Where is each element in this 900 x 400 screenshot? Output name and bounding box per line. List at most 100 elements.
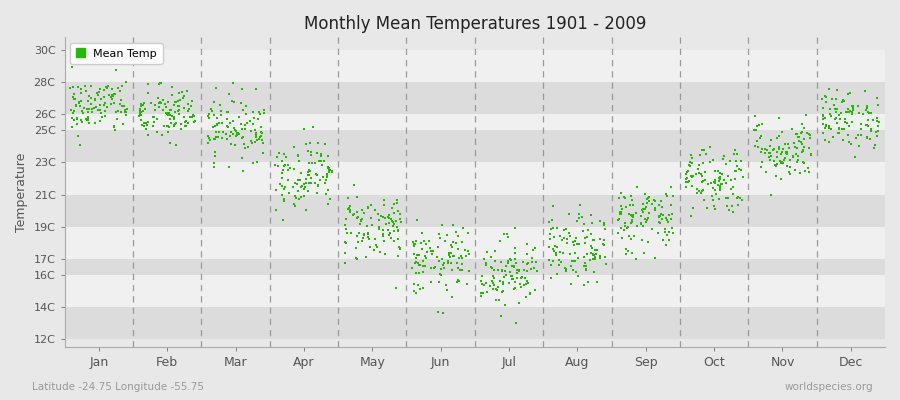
Point bbox=[815, 96, 830, 102]
Point bbox=[247, 115, 261, 121]
Point bbox=[568, 250, 582, 256]
Point bbox=[752, 134, 767, 141]
Point bbox=[391, 197, 405, 204]
Point bbox=[207, 136, 221, 142]
Point bbox=[579, 266, 593, 272]
Point bbox=[715, 181, 729, 187]
Point bbox=[462, 268, 476, 274]
Point bbox=[423, 264, 437, 271]
Point bbox=[461, 230, 475, 237]
Point bbox=[860, 134, 874, 140]
Point bbox=[248, 127, 262, 133]
Point bbox=[303, 148, 318, 155]
Point bbox=[161, 129, 176, 135]
Point bbox=[342, 203, 356, 209]
Point bbox=[116, 121, 130, 127]
Point bbox=[65, 115, 79, 121]
Point bbox=[706, 203, 721, 210]
Point bbox=[247, 120, 261, 127]
Point bbox=[692, 161, 706, 168]
Point bbox=[640, 217, 654, 224]
Point bbox=[713, 170, 727, 177]
Point bbox=[728, 147, 742, 153]
Point bbox=[201, 140, 215, 146]
Point bbox=[211, 134, 225, 140]
Point bbox=[169, 142, 184, 148]
Point bbox=[341, 206, 356, 212]
Point bbox=[560, 240, 574, 246]
Point bbox=[860, 108, 875, 115]
Point bbox=[520, 251, 535, 258]
Point bbox=[100, 85, 114, 91]
Point bbox=[302, 172, 317, 178]
Point bbox=[621, 224, 635, 231]
Point bbox=[789, 131, 804, 137]
Point bbox=[714, 181, 728, 188]
Point bbox=[688, 171, 703, 178]
Point bbox=[178, 123, 193, 129]
Point bbox=[589, 250, 603, 257]
Point bbox=[74, 98, 88, 104]
Point bbox=[488, 248, 502, 254]
Point bbox=[68, 91, 82, 97]
Point bbox=[819, 122, 833, 128]
Point bbox=[66, 94, 80, 100]
Point bbox=[499, 263, 513, 270]
Point bbox=[104, 94, 118, 101]
Point bbox=[72, 98, 86, 105]
Point bbox=[585, 244, 599, 251]
Point bbox=[636, 222, 651, 229]
Point bbox=[174, 126, 188, 132]
Point bbox=[748, 143, 762, 150]
Point bbox=[165, 92, 179, 99]
Point bbox=[386, 238, 400, 245]
Bar bbox=[65, 259, 885, 275]
Point bbox=[525, 259, 539, 266]
Point bbox=[642, 194, 656, 200]
Point bbox=[558, 264, 572, 271]
Point bbox=[618, 251, 633, 258]
Point bbox=[301, 148, 315, 154]
Point bbox=[275, 175, 290, 181]
Point bbox=[297, 181, 311, 188]
Point bbox=[292, 158, 306, 164]
Point bbox=[229, 128, 243, 134]
Point bbox=[828, 116, 842, 122]
Point bbox=[634, 220, 648, 226]
Point bbox=[67, 96, 81, 103]
Point bbox=[759, 169, 773, 175]
Point bbox=[162, 124, 176, 130]
Point bbox=[758, 146, 772, 152]
Point bbox=[357, 210, 372, 216]
Point bbox=[523, 290, 537, 296]
Point bbox=[870, 132, 885, 139]
Point bbox=[146, 123, 160, 130]
Point bbox=[697, 196, 711, 203]
Point bbox=[65, 124, 79, 130]
Point bbox=[479, 262, 493, 268]
Point bbox=[615, 206, 629, 212]
Point bbox=[544, 226, 558, 232]
Point bbox=[698, 147, 712, 153]
Point bbox=[851, 110, 866, 116]
Point bbox=[494, 268, 508, 274]
Point bbox=[870, 94, 885, 101]
Point bbox=[680, 171, 694, 177]
Point bbox=[786, 153, 800, 159]
Point bbox=[516, 259, 530, 265]
Point bbox=[310, 140, 325, 146]
Point bbox=[171, 108, 185, 114]
Point bbox=[106, 123, 121, 129]
Point bbox=[319, 190, 333, 197]
Point bbox=[350, 233, 365, 239]
Point bbox=[519, 277, 534, 284]
Point bbox=[510, 270, 525, 276]
Point bbox=[436, 260, 451, 266]
Point bbox=[861, 117, 876, 123]
Point bbox=[137, 99, 151, 106]
Point bbox=[382, 212, 396, 218]
Point bbox=[313, 177, 328, 184]
Point bbox=[630, 223, 644, 229]
Point bbox=[485, 265, 500, 271]
Point bbox=[815, 116, 830, 122]
